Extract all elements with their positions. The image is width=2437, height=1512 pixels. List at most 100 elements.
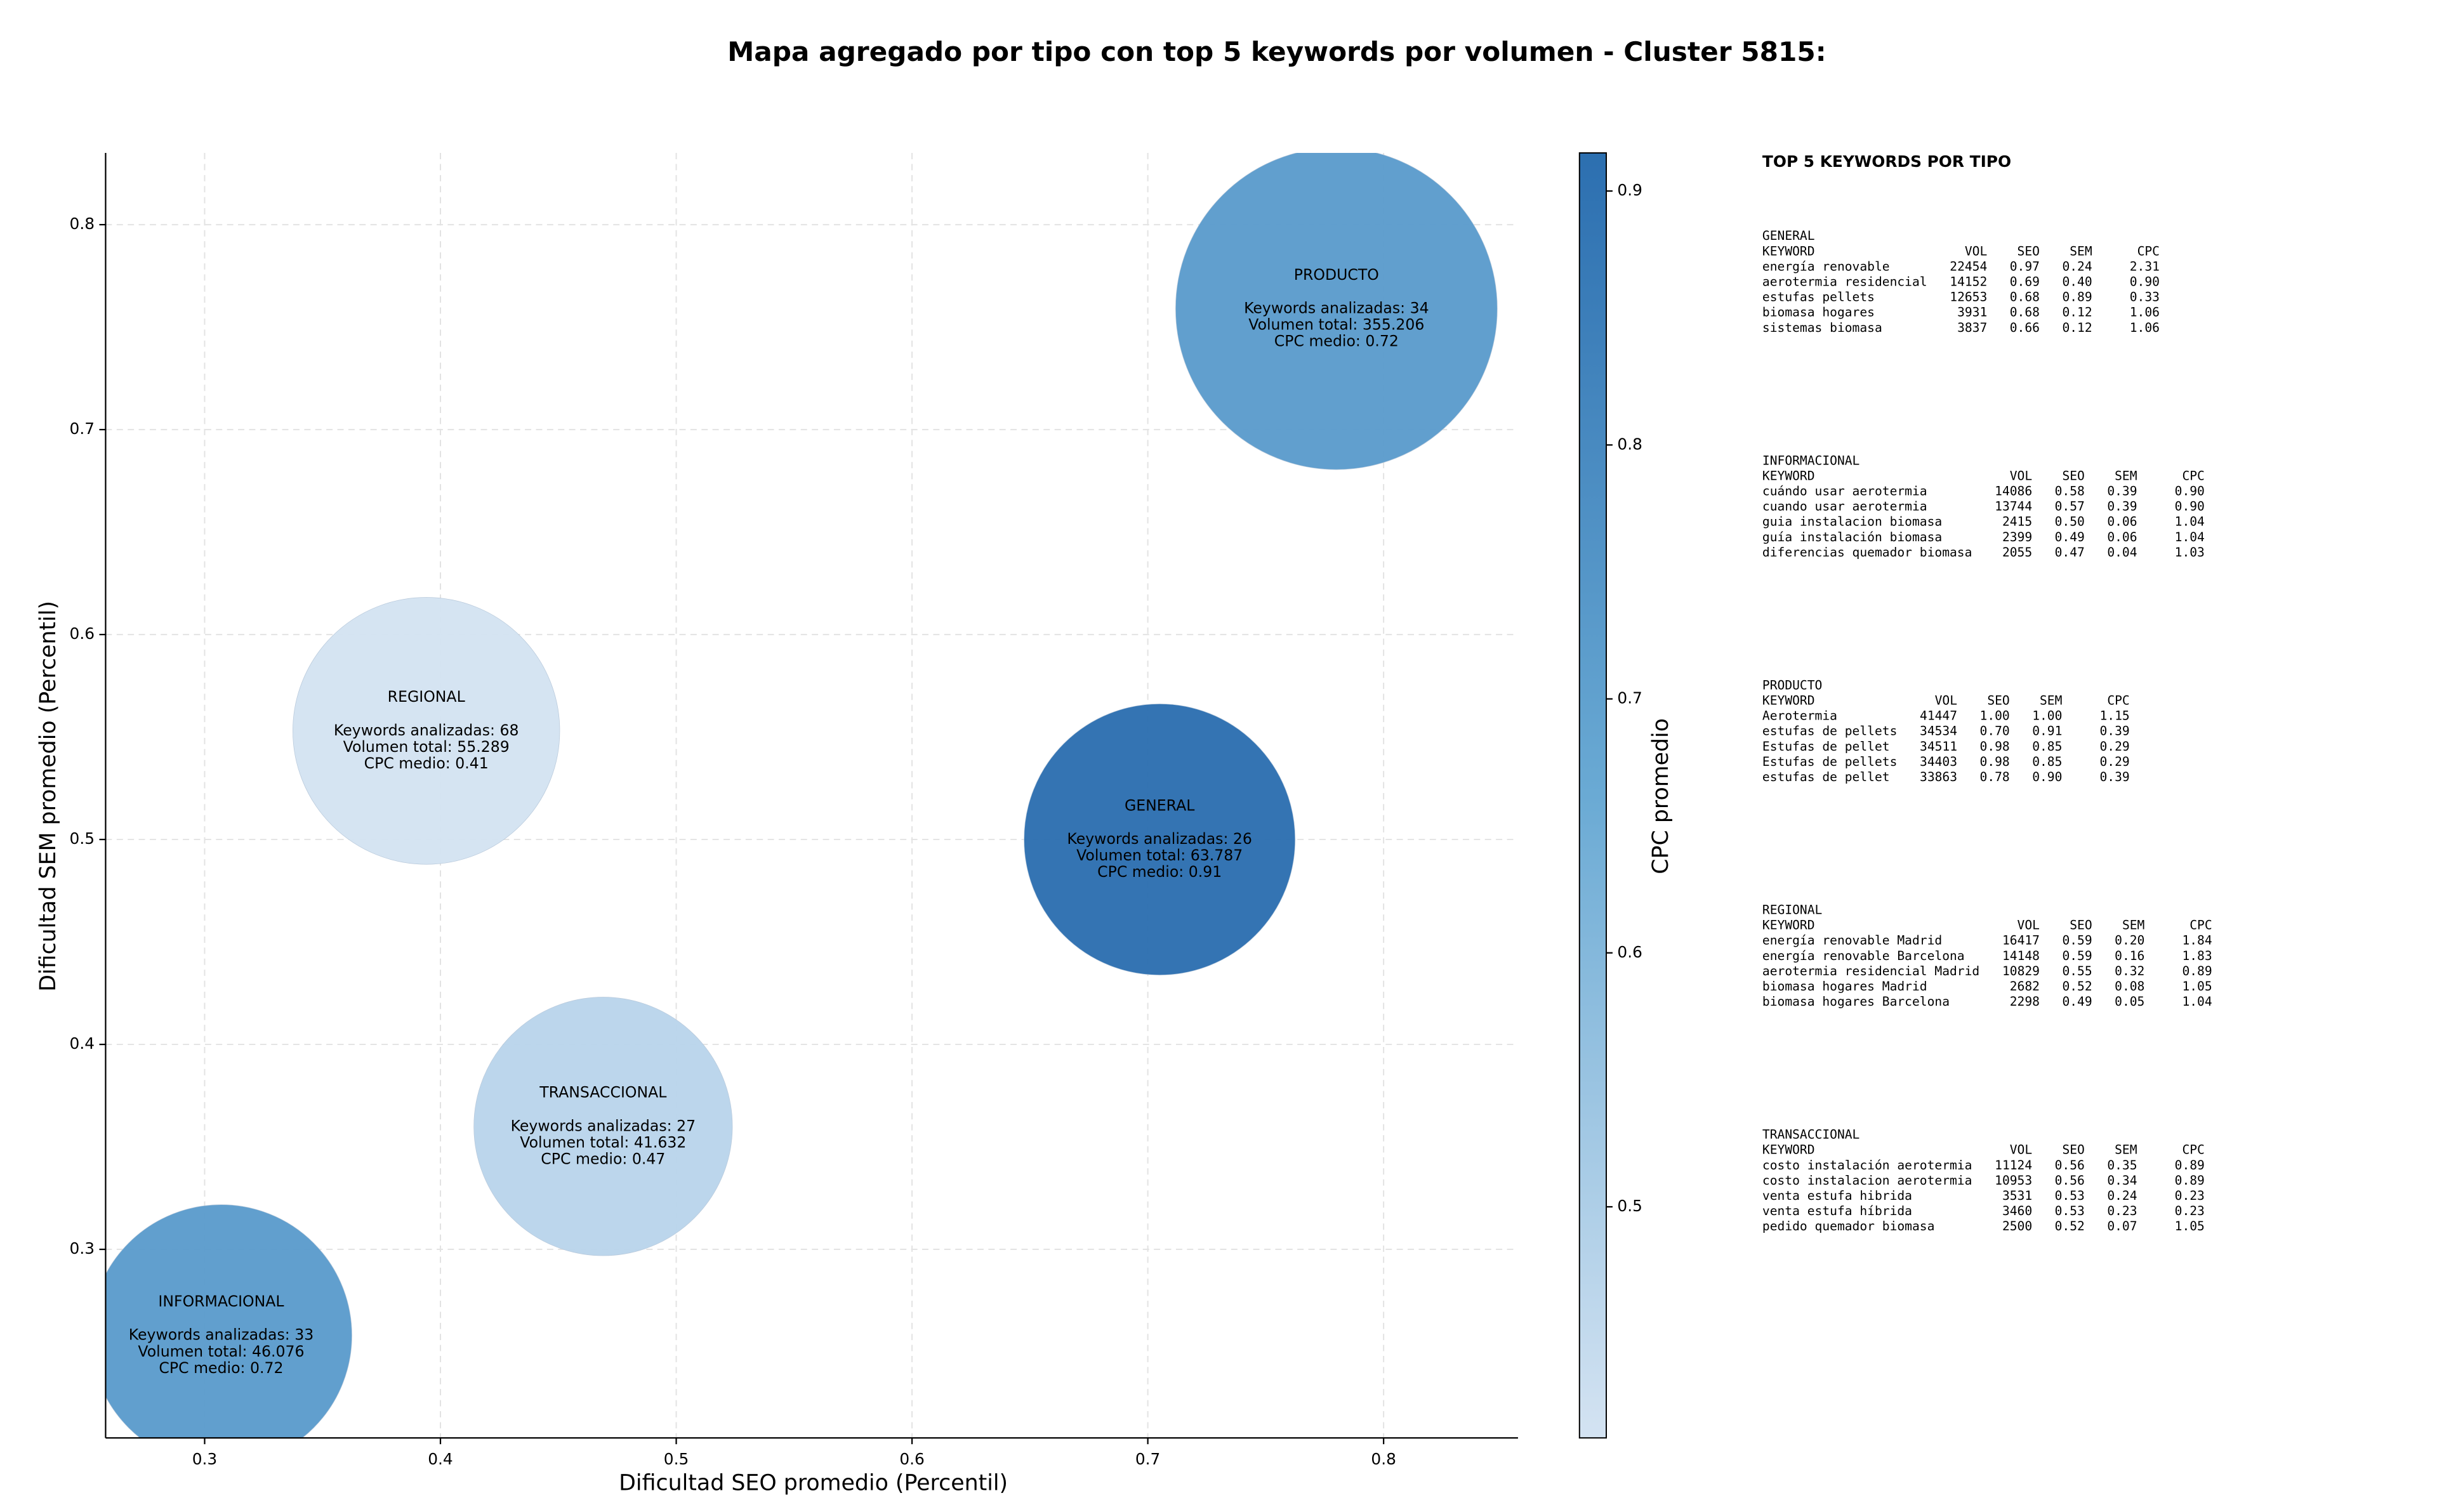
colorbar-tick-label: 0.6 (1617, 943, 1642, 961)
bubble (1024, 704, 1296, 976)
table-cell: 0.06 (2107, 515, 2137, 529)
table-cell: guia instalacion biomasa (1762, 515, 1942, 529)
table-cell: 0.57 (2055, 499, 2085, 514)
table-cell: 34511 (1920, 739, 1957, 754)
bubble-annotation: CPC medio: 0.91 (1097, 863, 1222, 881)
table-header: SEO (1987, 694, 2009, 708)
table-cell: 0.29 (2100, 739, 2130, 754)
table-cell: 0.23 (2107, 1204, 2137, 1218)
annotation-label: Volumen total: (343, 737, 452, 755)
table-cell: sistemas biomasa (1762, 320, 1882, 335)
bubble-annotation: Volumen total: 355.206 (1248, 315, 1424, 333)
table-cell: Aerotermia (1762, 709, 1837, 723)
table-cell: cuando usar aerotermia (1762, 499, 1927, 514)
table-cell: 0.98 (1980, 754, 2010, 769)
bubble-annotation: Keywords analizadas: 34 (1244, 299, 1429, 317)
table-cell: 22454 (1950, 259, 1987, 273)
table-cell: 0.90 (2032, 770, 2062, 784)
table-cell: 0.91 (2032, 724, 2062, 739)
table-cell: 0.07 (2107, 1219, 2137, 1233)
annotation-value: 0.41 (455, 754, 489, 772)
bubble-annotation: Keywords analizadas: 26 (1067, 830, 1252, 848)
table-cell: estufas pellets (1762, 290, 1875, 305)
table-cell: 2298 (2010, 994, 2040, 1009)
y-tick-label: 0.7 (70, 419, 95, 438)
table-cell: 0.53 (2055, 1204, 2085, 1218)
colorbar (1578, 152, 1608, 1439)
table-cell: 0.08 (2115, 979, 2144, 994)
table-cell: venta estufa hibrida (1762, 1188, 1912, 1203)
table-cell: 0.24 (2062, 259, 2092, 273)
table-cell: 0.49 (2055, 530, 2085, 544)
table-cell: 0.39 (2100, 724, 2130, 739)
table-cell: 0.04 (2107, 545, 2137, 560)
bubble-name: REGIONAL (388, 688, 466, 706)
bubble (293, 597, 560, 865)
table-cell: 0.85 (2032, 739, 2062, 754)
table-cell: 3460 (2002, 1204, 2032, 1218)
bubble-annotation: Keywords analizadas: 33 (129, 1325, 314, 1343)
table-cell: biomasa hogares Barcelona (1762, 994, 1950, 1009)
table-header: SEM (2040, 694, 2062, 708)
table-header: SEM (2115, 1143, 2137, 1157)
table-cell: 0.55 (2062, 964, 2092, 978)
table-cell: 0.66 (2010, 320, 2040, 335)
table-cell: costo instalacion aerotermia (1762, 1173, 1972, 1188)
annotation-value: 46.076 (252, 1342, 305, 1360)
table-cell: 2399 (2002, 530, 2032, 544)
table-cell: 1.15 (2100, 709, 2130, 723)
table-cell: 13744 (1995, 499, 2032, 514)
x-tick-label: 0.5 (664, 1450, 689, 1468)
table-header: KEYWORD (1762, 918, 1815, 933)
x-tick-label: 0.8 (1371, 1450, 1396, 1468)
annotation-value: 55.289 (457, 737, 510, 755)
table-cell: 0.56 (2055, 1158, 2085, 1173)
table-cell: 14152 (1950, 275, 1987, 289)
table-cell: 0.33 (2130, 290, 2160, 305)
bubble-annotation: Keywords analizadas: 27 (511, 1117, 696, 1134)
table-cell: biomasa hogares (1762, 305, 1875, 320)
annotation-label: Volumen total: (520, 1133, 629, 1151)
annotation-label: Volumen total: (1076, 846, 1185, 864)
table-cell: 0.53 (2055, 1188, 2085, 1203)
colorbar-tick-label: 0.7 (1617, 689, 1642, 707)
table-cell: Estufas de pellets (1762, 754, 1897, 769)
annotation-value: 63.787 (1191, 846, 1243, 864)
table-cell: energía renovable Barcelona (1762, 949, 1965, 963)
bubble-annotation: CPC medio: 0.72 (159, 1358, 283, 1376)
table-cell: 0.90 (2175, 499, 2205, 514)
table-cell: venta estufa híbrida (1762, 1204, 1912, 1218)
bubble-annotation: Volumen total: 41.632 (520, 1133, 686, 1151)
table-header: KEYWORD (1762, 468, 1815, 483)
bubble-annotation: Volumen total: 46.076 (138, 1342, 304, 1360)
table-header: CPC (2189, 918, 2212, 933)
annotation-label: CPC medio: (364, 754, 451, 772)
annotation-value: 26 (1233, 830, 1252, 848)
y-tick-label: 0.3 (70, 1239, 95, 1258)
table-header: CPC (2182, 1143, 2204, 1157)
annotation-value: 34 (1410, 299, 1429, 317)
table-cell: cuándo usar aerotermia (1762, 484, 1927, 499)
table-cell: biomasa hogares Madrid (1762, 979, 1927, 994)
x-tick-label: 0.7 (1135, 1450, 1160, 1468)
table-header: KEYWORD (1762, 694, 1815, 708)
table-header: VOL (1935, 694, 1957, 708)
table-cell: 0.24 (2107, 1188, 2137, 1203)
table-cell: 2055 (2002, 545, 2032, 560)
table-cell: 0.05 (2115, 994, 2144, 1009)
bubble (473, 997, 733, 1256)
table-header: SEM (2115, 468, 2137, 483)
table-cell: 0.68 (2010, 305, 2040, 320)
bubble (105, 1204, 352, 1438)
table-cell: 0.50 (2055, 515, 2085, 529)
table-cell: estufas de pellets (1762, 724, 1897, 739)
table-header: SEO (2062, 468, 2084, 483)
x-tick-label: 0.4 (428, 1450, 452, 1468)
table-cell: 1.05 (2175, 1219, 2205, 1233)
annotation-value: 0.72 (1365, 332, 1399, 350)
annotation-value: 27 (677, 1117, 696, 1134)
y-axis-label: Dificultad SEM promedio (Percentil) (36, 601, 61, 992)
annotation-label: Keywords analizadas: (334, 721, 495, 739)
annotation-value: 33 (294, 1325, 314, 1343)
